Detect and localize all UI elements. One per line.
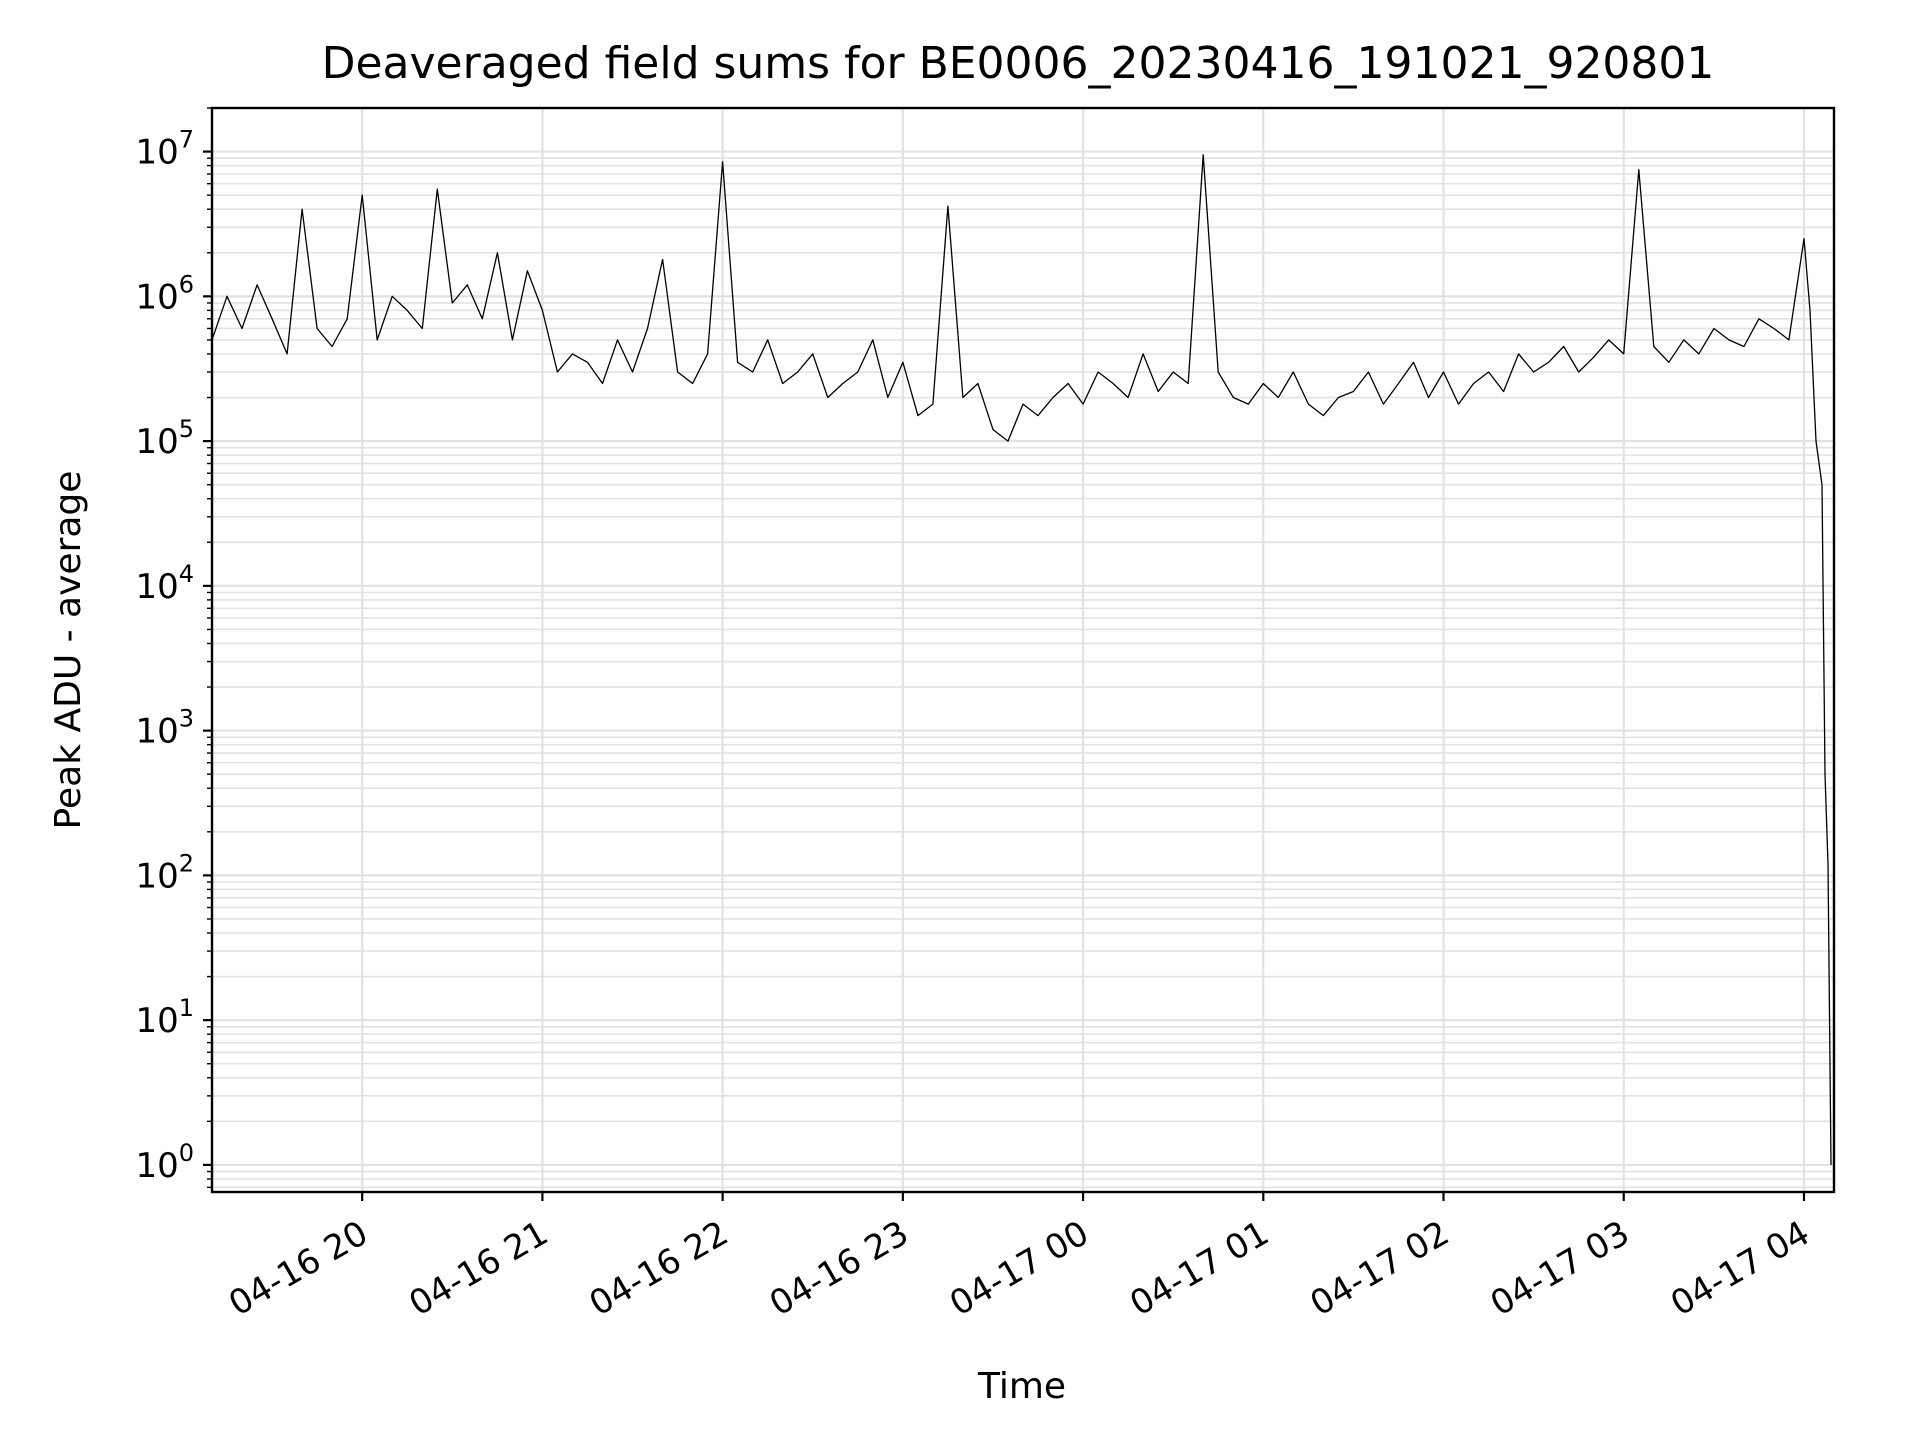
y-tick-base: 10 — [135, 133, 178, 173]
series-line — [211, 154, 1832, 1165]
chart-title: Deaveraged field sums for BE0006_2023041… — [322, 38, 1715, 89]
y-tick-exponent: 5 — [179, 415, 194, 443]
series-group — [211, 154, 1832, 1165]
y-tick-base: 10 — [135, 277, 178, 317]
x-axis: 04-16 20 04-16 21 04-16 22 04-16 23 04-17 00… — [222, 1192, 1816, 1324]
y-tick-label: 102 — [135, 849, 194, 896]
x-tick-label: 04-16 23 — [763, 1213, 915, 1324]
y-tick-exponent: 0 — [179, 1139, 194, 1167]
x-tick-label: 04-17 00 — [943, 1213, 1095, 1324]
x-tick-label: 04-17 03 — [1484, 1213, 1636, 1324]
y-tick-base: 10 — [135, 567, 178, 607]
y-tick-base: 10 — [135, 1146, 178, 1186]
y-tick-exponent: 2 — [179, 849, 194, 877]
y-tick-base: 10 — [135, 712, 178, 752]
y-tick-label: 106 — [135, 270, 194, 317]
x-tick-label: 04-16 20 — [222, 1213, 374, 1324]
y-tick-base: 10 — [135, 856, 178, 896]
y-tick-label: 100 — [135, 1139, 194, 1186]
y-tick-exponent: 1 — [179, 994, 194, 1022]
y-tick-exponent: 6 — [179, 270, 194, 298]
grid — [212, 107, 1834, 1192]
y-tick-exponent: 7 — [179, 126, 194, 154]
y-axis-label: Peak ADU - average — [48, 471, 89, 830]
y-tick-label: 107 — [135, 126, 194, 173]
x-tick-label: 04-17 01 — [1123, 1213, 1275, 1324]
x-tick-label: 04-17 04 — [1664, 1213, 1816, 1324]
x-axis-label: Time — [977, 1366, 1066, 1407]
y-tick-label: 104 — [135, 560, 194, 607]
y-tick-exponent: 3 — [179, 705, 194, 733]
y-tick-label: 103 — [135, 705, 194, 752]
plot-frame — [210, 106, 1836, 1194]
y-tick-label: 101 — [135, 994, 194, 1041]
x-tick-label: 04-16 21 — [403, 1213, 555, 1324]
x-tick-label: 04-16 22 — [583, 1213, 735, 1324]
y-tick-base: 10 — [135, 422, 178, 462]
y-tick-label: 105 — [135, 415, 194, 462]
y-tick-exponent: 4 — [179, 560, 194, 588]
x-tick-label: 04-17 02 — [1304, 1213, 1456, 1324]
y-tick-base: 10 — [135, 1001, 178, 1041]
